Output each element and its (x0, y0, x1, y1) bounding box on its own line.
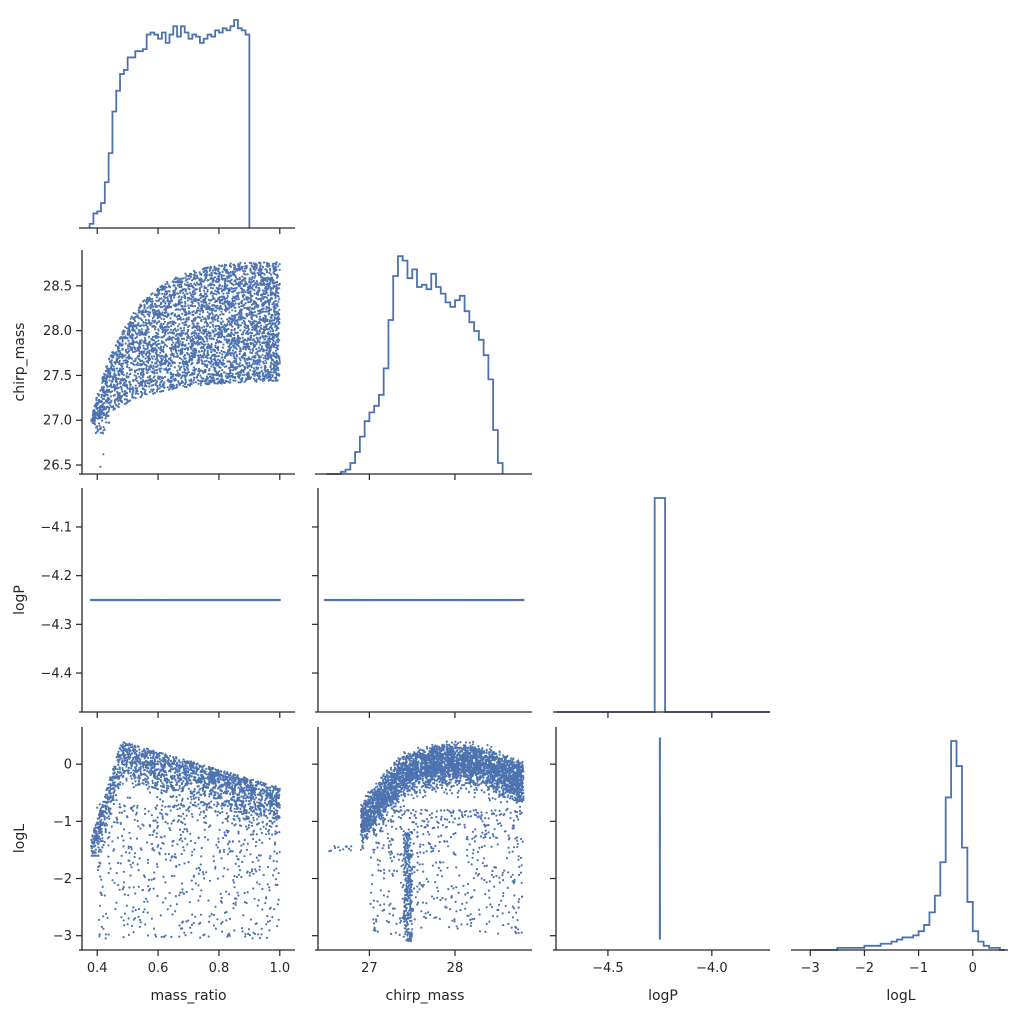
histogram-step (88, 19, 251, 228)
y-tick-label: −4.4 (40, 667, 72, 682)
y-tick-label: 28.0 (43, 324, 72, 339)
x-axis-label: logP (648, 988, 678, 1004)
y-axis-label: logL (12, 824, 28, 853)
x-tick-label: −1 (909, 961, 928, 976)
scatter-layer (90, 261, 662, 943)
x-tick-label: 1.0 (269, 961, 290, 976)
y-tick-label: −4.3 (40, 618, 72, 633)
y-axis-label: chirp_mass (12, 323, 28, 402)
histogram-step (556, 497, 770, 713)
y-tick-label: −1 (53, 815, 72, 830)
y-tick-label: 0 (64, 758, 72, 773)
scatter-logL-vs-mass-ratio (90, 741, 281, 940)
x-tick-label: −4.5 (592, 961, 624, 976)
x-tick-label: 0 (969, 961, 977, 976)
x-tick-label: −3 (801, 961, 820, 976)
x-axis-label: mass_ratio (150, 988, 226, 1004)
x-tick-label: 0.8 (209, 961, 230, 976)
y-tick-label: 28.5 (43, 279, 72, 294)
y-tick-label: 27.0 (43, 414, 72, 429)
y-tick-label: −4.1 (40, 520, 72, 535)
x-tick-label: 27 (361, 961, 378, 976)
x-axis-label: chirp_mass (386, 988, 465, 1004)
axes-layer (76, 227, 1008, 956)
x-tick-label: −2 (855, 961, 874, 976)
x-axis-label: logL (886, 988, 915, 1004)
histogram-step (326, 255, 504, 475)
histogram-step (810, 740, 1006, 951)
y-tick-label: −3 (53, 929, 72, 944)
x-tick-label: 0.4 (87, 961, 108, 976)
y-tick-label: −4.2 (40, 569, 72, 584)
scatter-chirp-mass-vs-mass-ratio (90, 261, 281, 468)
x-tick-label: 0.6 (148, 961, 169, 976)
x-tick-label: −4.0 (696, 961, 728, 976)
x-tick-label: 28 (447, 961, 464, 976)
y-axis-label: logP (12, 585, 28, 615)
labels-layer: 26.5 27.0 27.5 28.0 28.5 −4.4 −4.3 −4.2 −4.1 −3 −2… (12, 279, 977, 1004)
histogram-layer (88, 19, 1006, 951)
y-tick-label: 27.5 (43, 369, 72, 384)
y-tick-label: −2 (53, 872, 72, 887)
scatter-logL-vs-chirp-mass (328, 740, 525, 943)
y-tick-label: 26.5 (43, 459, 72, 474)
